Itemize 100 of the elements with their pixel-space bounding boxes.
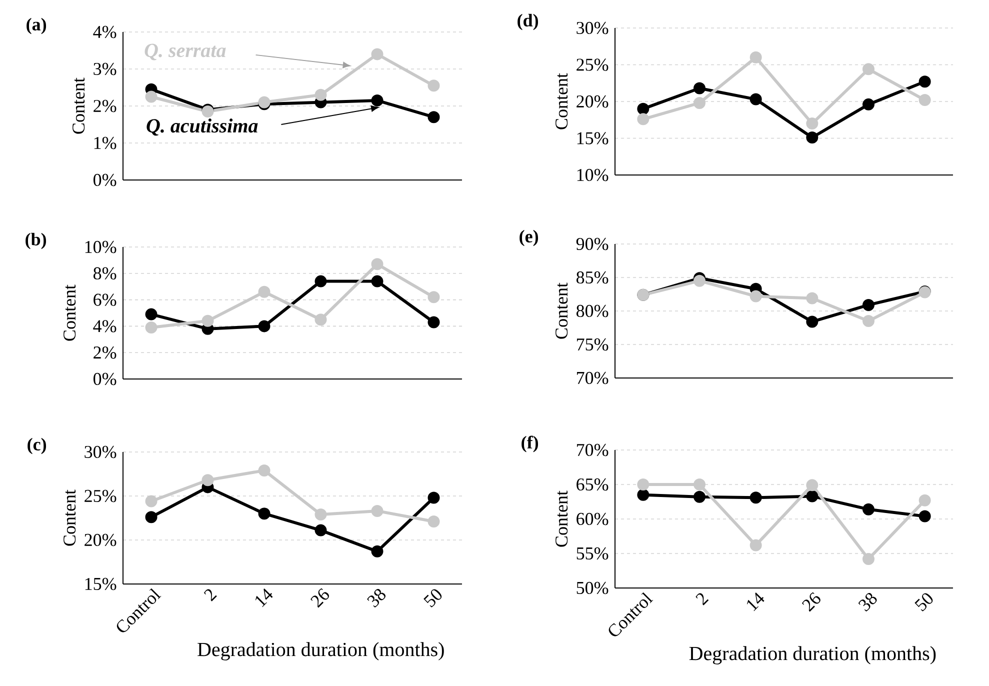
y-tick-label: 10% [85,240,116,254]
point [806,479,818,492]
y-tick-label: 15% [577,132,608,144]
point [314,88,327,101]
y-axis-title: Content [556,73,568,130]
point [862,553,874,566]
x-tick-label: 26 [802,592,820,612]
point [145,322,158,334]
point [371,504,384,517]
point [428,516,440,528]
y-tick-label: 20% [576,95,608,108]
point [806,490,818,502]
x-axis-title: Degradation duration (months) [689,646,936,664]
point [428,316,440,328]
point [862,98,874,110]
x-tick-label: 50 [424,589,442,608]
y-axis-title: Content [64,490,76,546]
chart-title: (c) [28,438,46,454]
chart-title: (a) [26,18,46,34]
y-tick-label: 30% [576,22,608,34]
y-tick-label: 55% [576,547,608,560]
point [637,478,650,490]
y-tick-label: 75% [577,338,608,351]
chart-title: (e) [520,230,538,246]
y-tick-label: 50% [576,582,608,594]
point [750,539,762,552]
point [202,314,214,327]
y-tick-label: 15% [85,578,116,590]
point [806,118,818,130]
y-tick-label: 85% [576,271,608,284]
point [862,315,874,328]
y-tick-label: 3% [94,62,116,76]
point [694,478,706,490]
point [862,503,874,516]
point [371,258,384,270]
x-tick-label: 2 [204,589,217,602]
point [918,510,931,522]
point [428,291,440,304]
point [918,76,931,88]
point [314,314,327,326]
y-tick-label: 20% [84,534,116,546]
point [145,90,158,103]
point [202,474,214,486]
x-tick-label: 14 [255,588,273,608]
y-tick-label: 8% [94,267,116,280]
y-tick-label: 90% [576,238,608,250]
point [314,524,327,536]
point [258,320,270,332]
point [637,102,650,115]
y-tick-label: 60% [576,512,608,526]
y-tick-label: 25% [84,490,116,502]
point [750,51,762,64]
x-tick-label: 38 [858,593,877,612]
point [694,490,706,503]
point [314,275,327,288]
point [371,48,384,60]
point [806,292,818,304]
y-tick-label: 30% [84,446,116,458]
point [258,508,270,520]
point [862,298,874,311]
chart-title: (b) [26,232,46,250]
point [750,93,762,106]
point [806,316,818,328]
point [314,508,327,520]
y-tick-label: 4% [93,320,116,332]
y-tick-label: 0% [94,174,116,186]
point [145,308,158,320]
y-axis-title: Content [72,78,85,134]
point [145,511,158,524]
point [694,274,706,287]
y-axis-title: Content [64,284,76,341]
x-axis-title: Degradation duration (months) [198,642,444,660]
point [258,286,270,298]
point [371,275,384,288]
chart-title: (d) [518,14,538,30]
point [750,290,762,302]
point [428,492,440,504]
y-tick-label: 6% [94,294,116,306]
y-tick-label: 2% [94,346,116,359]
y-tick-label: 70% [577,444,608,456]
y-tick-label: 10% [577,168,608,182]
y-tick-label: 65% [576,478,608,491]
chart-title: (f) [522,436,538,452]
point [637,488,650,501]
point [918,94,931,106]
point [750,492,762,504]
x-tick-label: 26 [310,588,329,608]
y-axis-title: Content [556,282,568,339]
y-tick-label: 4% [93,26,116,38]
point [806,132,818,144]
x-tick-label: 2 [696,593,709,606]
point [862,63,874,76]
point [428,111,440,124]
legend-label: Q. acutissima [146,118,258,136]
x-tick-label: 14 [747,592,764,612]
y-tick-label: 25% [576,58,608,71]
y-tick-label: 0% [94,372,116,386]
y-tick-label: 1% [94,136,116,150]
x-tick-label: 38 [367,589,386,608]
y-tick-label: 80% [576,304,608,318]
